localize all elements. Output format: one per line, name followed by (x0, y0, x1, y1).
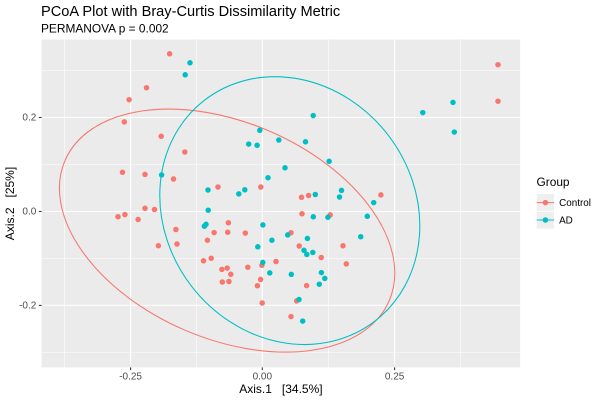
svg-text:0.00: 0.00 (253, 372, 273, 383)
svg-text:PCoA Plot with Bray-Curtis Dis: PCoA Plot with Bray-Curtis Dissimilarity… (41, 4, 340, 20)
svg-text:Axis.2 [25%]: Axis.2 [25%] (3, 167, 17, 240)
svg-text:Axis.1 [34.5%]: Axis.1 [34.5%] (239, 382, 322, 396)
svg-text:-0.25: -0.25 (119, 372, 142, 383)
svg-text:PERMANOVA p = 0.002: PERMANOVA p = 0.002 (41, 22, 169, 36)
svg-text:0.2: 0.2 (22, 113, 36, 124)
svg-text:Control: Control (559, 198, 591, 209)
svg-text:0.0: 0.0 (22, 207, 36, 218)
svg-text:0.25: 0.25 (385, 372, 405, 383)
svg-text:AD: AD (559, 215, 573, 226)
svg-text:Group: Group (537, 175, 570, 189)
svg-text:-0.2: -0.2 (19, 301, 37, 312)
